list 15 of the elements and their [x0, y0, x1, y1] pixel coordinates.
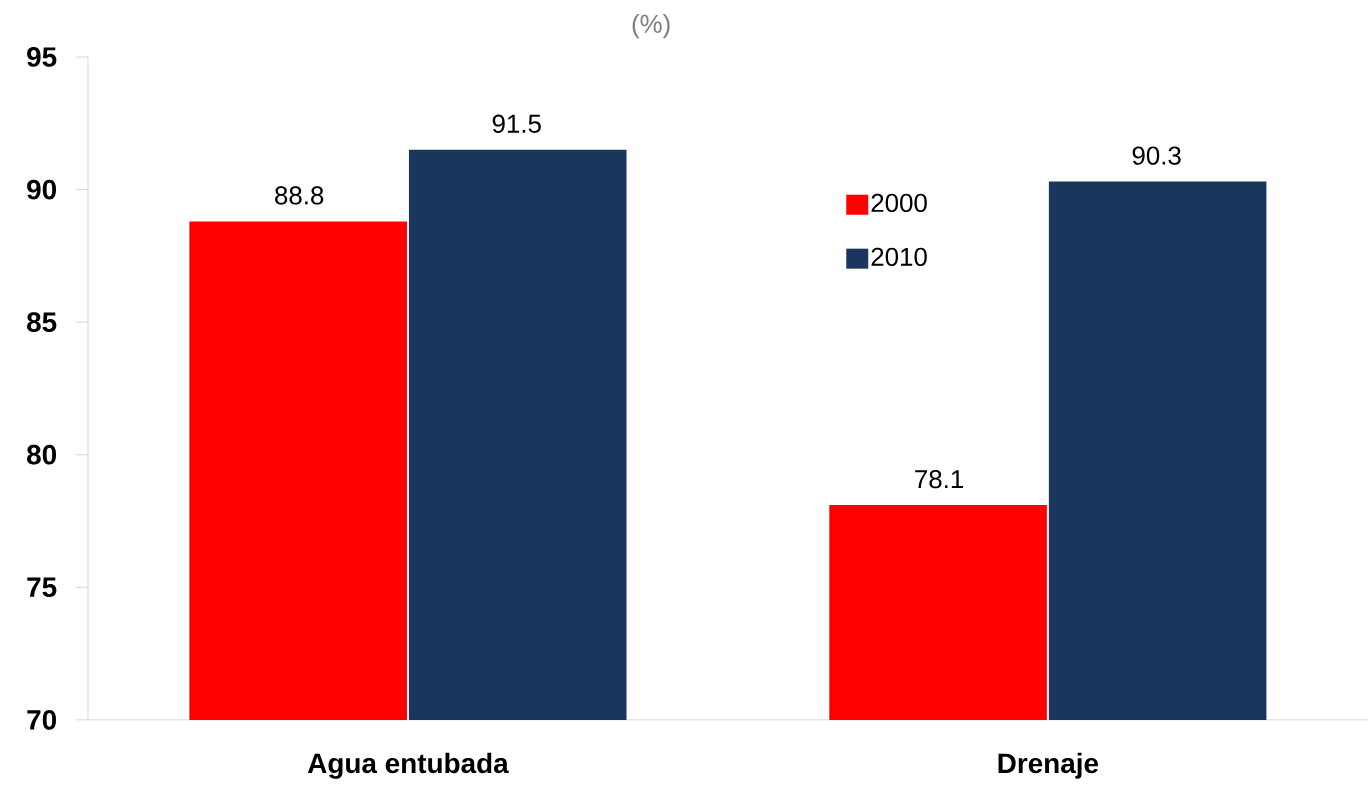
- legend-label: 2000: [871, 193, 927, 213]
- data-label: 90.3: [1132, 146, 1181, 165]
- data-label: 91.5: [492, 114, 541, 134]
- y-tick-label: 95: [27, 47, 57, 67]
- y-tick-label: 75: [27, 577, 57, 598]
- chart-subtitle: (%): [632, 14, 670, 39]
- legend-label: 2010: [871, 247, 927, 267]
- y-tick-label: 70: [27, 710, 57, 730]
- x-tick-label: Drenaje: [998, 752, 1099, 779]
- y-tick-label: 90: [27, 179, 57, 200]
- data-label: 88.8: [275, 186, 324, 205]
- data-label: 78.1: [915, 469, 964, 489]
- y-tick-label: 85: [27, 312, 57, 333]
- x-tick-label: Agua entubada: [307, 752, 509, 779]
- y-tick-label: 80: [27, 444, 57, 465]
